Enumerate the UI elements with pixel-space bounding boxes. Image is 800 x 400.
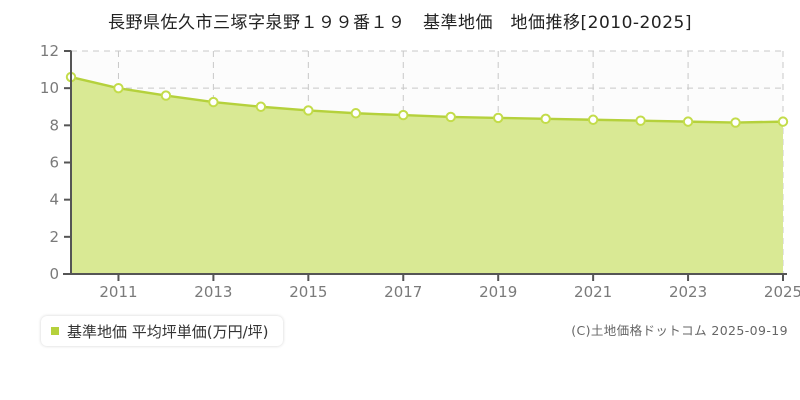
legend-color-swatch — [51, 327, 59, 335]
x-axis-tick-label: 2017 — [384, 283, 422, 301]
y-axis-tick-label: 0 — [49, 265, 59, 283]
axis-lines — [63, 50, 787, 281]
chart-legend: 基準地価 平均坪単価(万円/坪) — [41, 316, 283, 346]
x-axis-tick-label: 2021 — [574, 283, 612, 301]
x-axis-tick-label: 2025 — [764, 283, 800, 301]
y-axis-tick-label: 10 — [40, 79, 59, 97]
area-fill — [71, 77, 783, 275]
x-axis-tick-labels: 2011 2013 2015 2017 2019 2021 2023 2025 — [99, 283, 800, 301]
x-axis-tick-label: 2015 — [289, 283, 327, 301]
y-axis-tick-label: 8 — [49, 116, 59, 134]
y-axis-tick-labels: 0 2 4 6 8 10 12 — [40, 42, 59, 283]
x-axis-tick-label: 2023 — [669, 283, 707, 301]
y-axis-tick-label: 4 — [49, 191, 59, 209]
copyright-credit: (C)土地価格ドットコム 2025-09-19 — [571, 323, 788, 338]
trend-line — [69, 75, 785, 124]
x-axis-tick-label: 2011 — [99, 283, 137, 301]
y-axis-tick-label: 2 — [49, 228, 59, 246]
legend-label: 基準地価 平均坪単価(万円/坪) — [67, 322, 269, 341]
y-axis-tick-label: 6 — [49, 154, 59, 172]
x-axis-tick-label: 2013 — [194, 283, 232, 301]
y-axis-tick-label: 12 — [40, 42, 59, 60]
data-point-markers — [65, 71, 789, 128]
page-title: 長野県佐久市三塚字泉野１９９番１９ 基準地価 地価推移[2010-2025] — [108, 13, 692, 33]
x-axis-tick-label: 2019 — [479, 283, 517, 301]
